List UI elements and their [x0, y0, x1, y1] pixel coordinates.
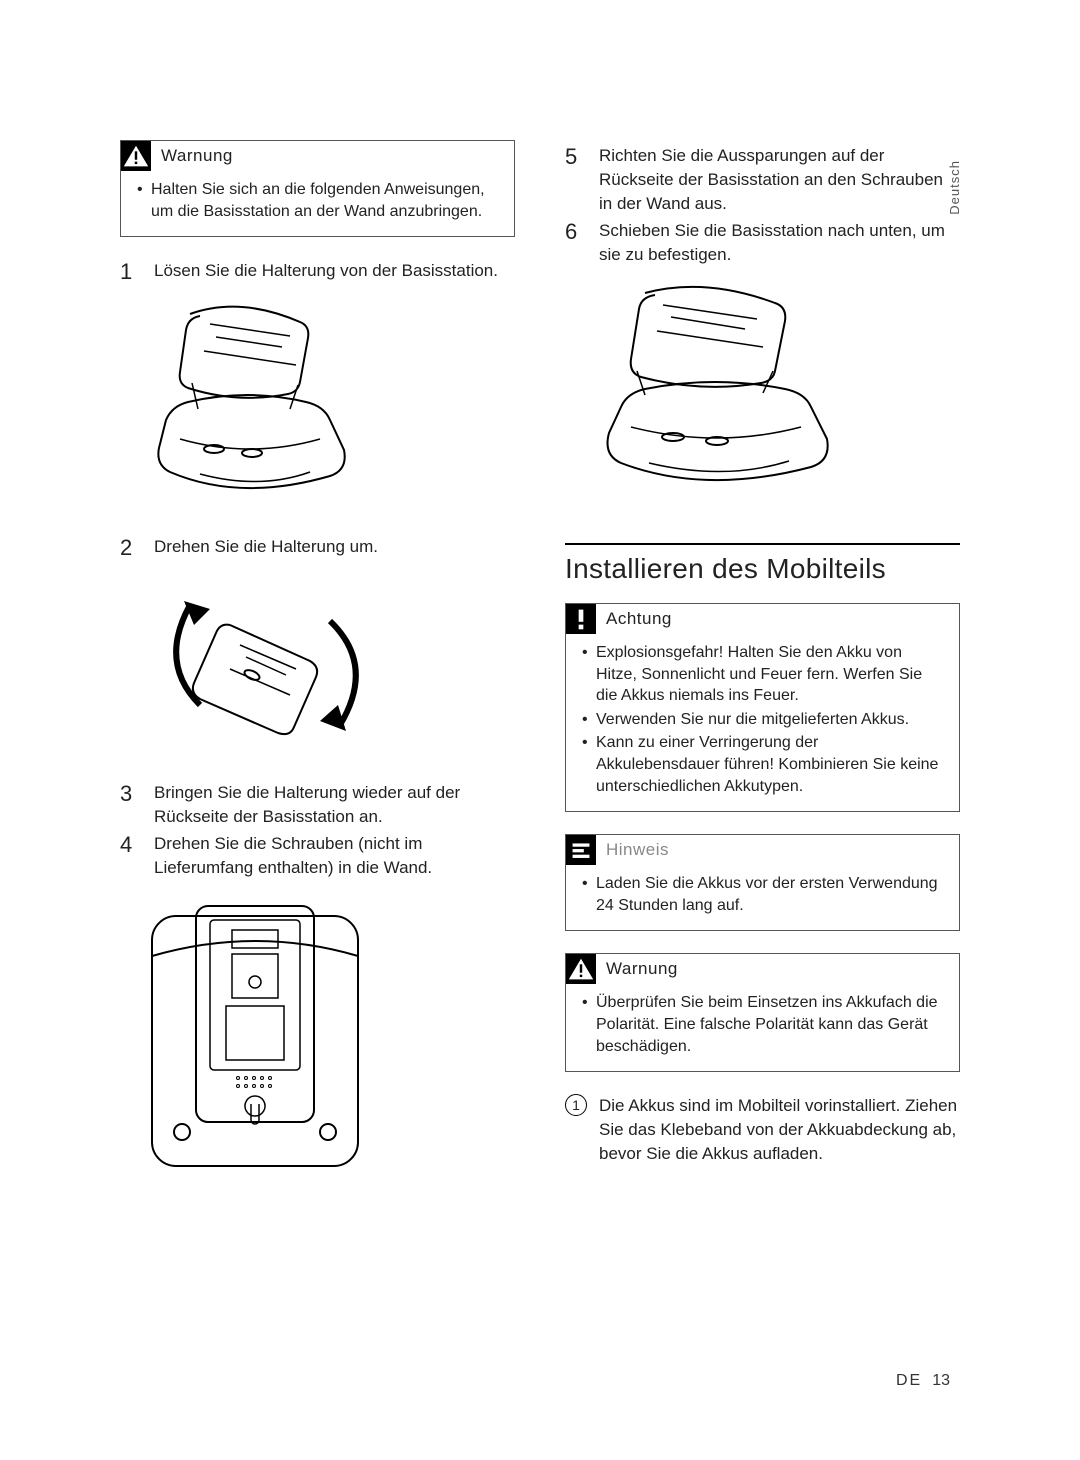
- section-title: Installieren des Mobilteils: [565, 543, 960, 585]
- step-text: Drehen Sie die Halterung um.: [154, 537, 378, 556]
- warning-box-2: Warnung Überprüfen Sie beim Einsetzen in…: [565, 953, 960, 1072]
- callout-title: Warnung: [606, 958, 678, 981]
- circled-step: 1 Die Akkus sind im Mobilteil vorinstall…: [565, 1094, 960, 1165]
- callout-item: Überprüfen Sie beim Einsetzen ins Akkufa…: [580, 992, 945, 1057]
- step-list-left-2: Drehen Sie die Halterung um.: [120, 535, 515, 559]
- achtung-icon: [566, 604, 596, 634]
- figure-bracket-release: [140, 289, 515, 519]
- manual-page: Deutsch Warnung Halten: [0, 0, 1080, 1460]
- step-list-left-3: Bringen Sie die Halterung wieder auf der…: [120, 781, 515, 880]
- hinweis-box: Hinweis Laden Sie die Akkus vor der erst…: [565, 834, 960, 931]
- callout-item: Laden Sie die Akkus vor der ersten Verwe…: [580, 873, 945, 916]
- page-footer: DE 13: [896, 1372, 950, 1390]
- callout-list: Explosionsgefahr! Halten Sie den Akku vo…: [580, 642, 945, 797]
- callout-header: Achtung: [566, 604, 959, 634]
- two-column-layout: Warnung Halten Sie sich an die folgenden…: [120, 140, 960, 1202]
- right-column: Richten Sie die Aussparungen auf der Rüc…: [565, 140, 960, 1202]
- left-column: Warnung Halten Sie sich an die folgenden…: [120, 140, 515, 1202]
- step-text: Bringen Sie die Halterung wieder auf der…: [154, 783, 460, 826]
- figure-mount-base: [585, 273, 960, 503]
- step-item: Lösen Sie die Halterung von der Basissta…: [120, 259, 515, 283]
- step-item: Bringen Sie die Halterung wieder auf der…: [120, 781, 515, 829]
- callout-item: Halten Sie sich an die folgenden Anweisu…: [135, 179, 500, 222]
- step-item: Drehen Sie die Halterung um.: [120, 535, 515, 559]
- step-text: Richten Sie die Aussparungen auf der Rüc…: [599, 146, 943, 213]
- step-text: Schieben Sie die Basisstation nach unten…: [599, 221, 945, 264]
- callout-item: Kann zu einer Verringerung der Akkuleben…: [580, 732, 945, 797]
- step-list-left: Lösen Sie die Halterung von der Basissta…: [120, 259, 515, 283]
- step-item: Schieben Sie die Basisstation nach unten…: [565, 219, 960, 267]
- callout-list: Überprüfen Sie beim Einsetzen ins Akkufa…: [580, 992, 945, 1057]
- callout-title: Hinweis: [606, 839, 669, 862]
- callout-header: Warnung: [121, 141, 514, 171]
- hinweis-icon: [566, 835, 596, 865]
- callout-header: Warnung: [566, 954, 959, 984]
- figure-wall-plate: [140, 886, 515, 1186]
- step-text: Drehen Sie die Schrauben (nicht im Liefe…: [154, 834, 432, 877]
- achtung-box: Achtung Explosionsgefahr! Halten Sie den…: [565, 603, 960, 812]
- callout-header: Hinweis: [566, 835, 959, 865]
- figure-rotate-bracket: [140, 565, 515, 765]
- step-text: Die Akkus sind im Mobilteil vorinstallie…: [599, 1096, 957, 1163]
- step-list-right-cont: Richten Sie die Aussparungen auf der Rüc…: [565, 144, 960, 267]
- warning-icon: [566, 954, 596, 984]
- callout-item: Verwenden Sie nur die mitgelieferten Akk…: [580, 709, 945, 731]
- callout-list: Laden Sie die Akkus vor der ersten Verwe…: [580, 873, 945, 916]
- circled-step-list: 1 Die Akkus sind im Mobilteil vorinstall…: [565, 1094, 960, 1165]
- step-item: Richten Sie die Aussparungen auf der Rüc…: [565, 144, 960, 215]
- circled-number: 1: [565, 1094, 587, 1116]
- callout-item: Explosionsgefahr! Halten Sie den Akku vo…: [580, 642, 945, 707]
- step-text: Lösen Sie die Halterung von der Basissta…: [154, 261, 498, 280]
- warning-box-1: Warnung Halten Sie sich an die folgenden…: [120, 140, 515, 237]
- step-item: Drehen Sie die Schrauben (nicht im Liefe…: [120, 832, 515, 880]
- callout-title: Achtung: [606, 608, 672, 631]
- callout-title: Warnung: [161, 145, 233, 168]
- warning-icon: [121, 141, 151, 171]
- footer-locale: DE: [896, 1372, 922, 1389]
- page-number: 13: [932, 1372, 950, 1389]
- callout-list: Halten Sie sich an die folgenden Anweisu…: [135, 179, 500, 222]
